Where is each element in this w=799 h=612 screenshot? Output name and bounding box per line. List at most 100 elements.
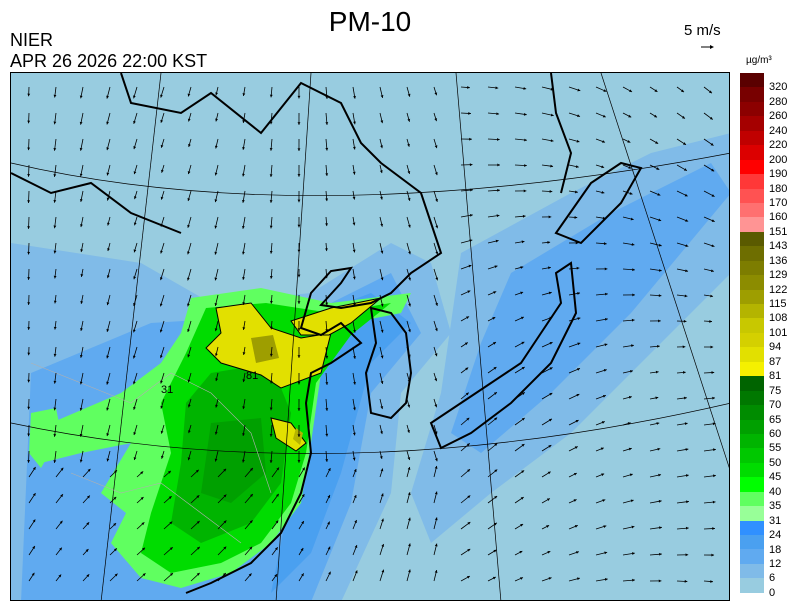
wind-arrow-head [325,122,329,125]
wind-arrow-head [196,546,200,550]
wind-arrow-head [59,520,63,524]
wind-arrow-head [27,200,31,203]
wind-arrow-head [380,493,384,497]
wind-arrow-head [523,189,527,193]
coastlines [11,73,643,594]
wind-arrow-head [602,499,606,502]
wind-arrow-head [214,303,218,306]
wind-arrow-head [549,393,553,396]
wind-arrow-head [223,520,227,524]
wind-arrow-head [132,329,136,333]
wind-arrow-head [196,572,200,576]
yellow-zone [290,297,382,336]
legend-swatch [740,231,764,247]
wind-arrow-head [114,573,118,577]
wind-arrow-head [328,571,331,575]
wind-arrow-head [27,226,31,229]
wind-arrow-head [658,218,662,222]
wind-arrow-head [249,520,253,524]
legend-label: 260 [769,110,788,123]
wind-arrow-head [270,300,273,304]
wind-arrow-head [549,316,553,320]
wind-arrow-head [222,573,226,576]
wind-arrow-head [79,381,83,385]
wind-arrow-head [602,140,606,143]
wind-arrow-head [27,277,31,280]
lat-lon-grid [11,73,729,600]
wind-arrow-head [632,268,635,272]
legend-swatch [740,405,764,420]
wind-arrow-head [140,471,144,475]
wind-arrow-head [627,140,631,143]
olive-patch [251,335,279,363]
wind-arrow-head [575,241,579,245]
wind-arrow-head [160,223,164,227]
green-zone [201,418,266,503]
wind-arrow-head [628,114,632,118]
wind-arrow-head [631,344,634,348]
wind-arrow-head [604,267,608,271]
contour-label: 31 [161,384,173,396]
legend-swatch [740,318,764,333]
wind-arrow-head [712,527,715,530]
wind-arrow-head [627,422,631,425]
wind-arrow-head [465,392,469,396]
wind-arrow-head [407,93,411,97]
wind-arrow-head [53,250,57,254]
legend-label: 12 [769,557,782,570]
legend-swatch [740,520,764,535]
wind-arrow-head [683,168,687,171]
legend-label: 87 [769,355,782,368]
wind-arrow-head [297,95,301,99]
wind-arrow-head [656,422,660,425]
wind-arrow-head [133,457,137,461]
wind-arrow-head [106,355,110,359]
olive-patch [293,428,303,445]
wind-arrow-head [550,164,554,168]
wind-arrow-head [380,145,383,149]
legend-swatch [740,101,764,117]
wind-arrow-head [160,196,164,200]
wind-arrow-head [407,404,411,408]
wind-arrow-head [434,465,438,469]
wind-arrow-head [79,459,83,463]
wind-arrow-head [214,431,218,435]
wind-arrow-head [297,355,301,358]
wind-arrow-head [601,165,605,169]
wind-arrow-head [655,141,659,144]
wind-arrow-head [53,199,57,203]
wind-arrow-head [297,148,301,151]
wind-arrow-head [133,432,137,436]
wind-arrow-head [434,172,438,176]
wind-arrow-head [106,172,110,176]
wind-arrow-head [106,407,110,411]
wind-arrow-head [380,406,384,410]
wind-arrow-head [325,459,329,462]
wind-arrow-head [492,342,496,345]
legend-label: 129 [769,269,788,282]
wind-arrow-head [709,319,712,323]
wind-arrow-head [380,223,384,227]
wind-arrow-head [601,473,605,477]
legend-label: 6 [769,572,776,585]
wind-arrow-head [632,552,635,555]
wind-arrow-head [215,404,218,408]
legend-label: 18 [769,543,782,556]
legend-swatch [740,174,764,189]
wind-arrow-head [353,381,356,385]
wind-arrow-head [407,224,411,228]
wind-arrow-head [684,579,688,583]
wind-arrow-head [106,381,110,385]
wind-arrow-head [133,276,137,280]
wind-arrow-head [408,277,411,281]
wind-arrow-head [629,473,633,477]
wind-arrow-head [470,188,473,192]
wind-arrow-head [297,199,301,203]
wind-arrow-head [269,174,273,177]
wind-arrow-head [547,471,551,475]
wind-arrow-head [467,86,470,89]
chart-title: PM-10 [328,6,412,37]
legend-label: 122 [769,283,788,296]
wind-arrow-head [242,251,245,255]
wind-arrow-head [657,344,660,348]
